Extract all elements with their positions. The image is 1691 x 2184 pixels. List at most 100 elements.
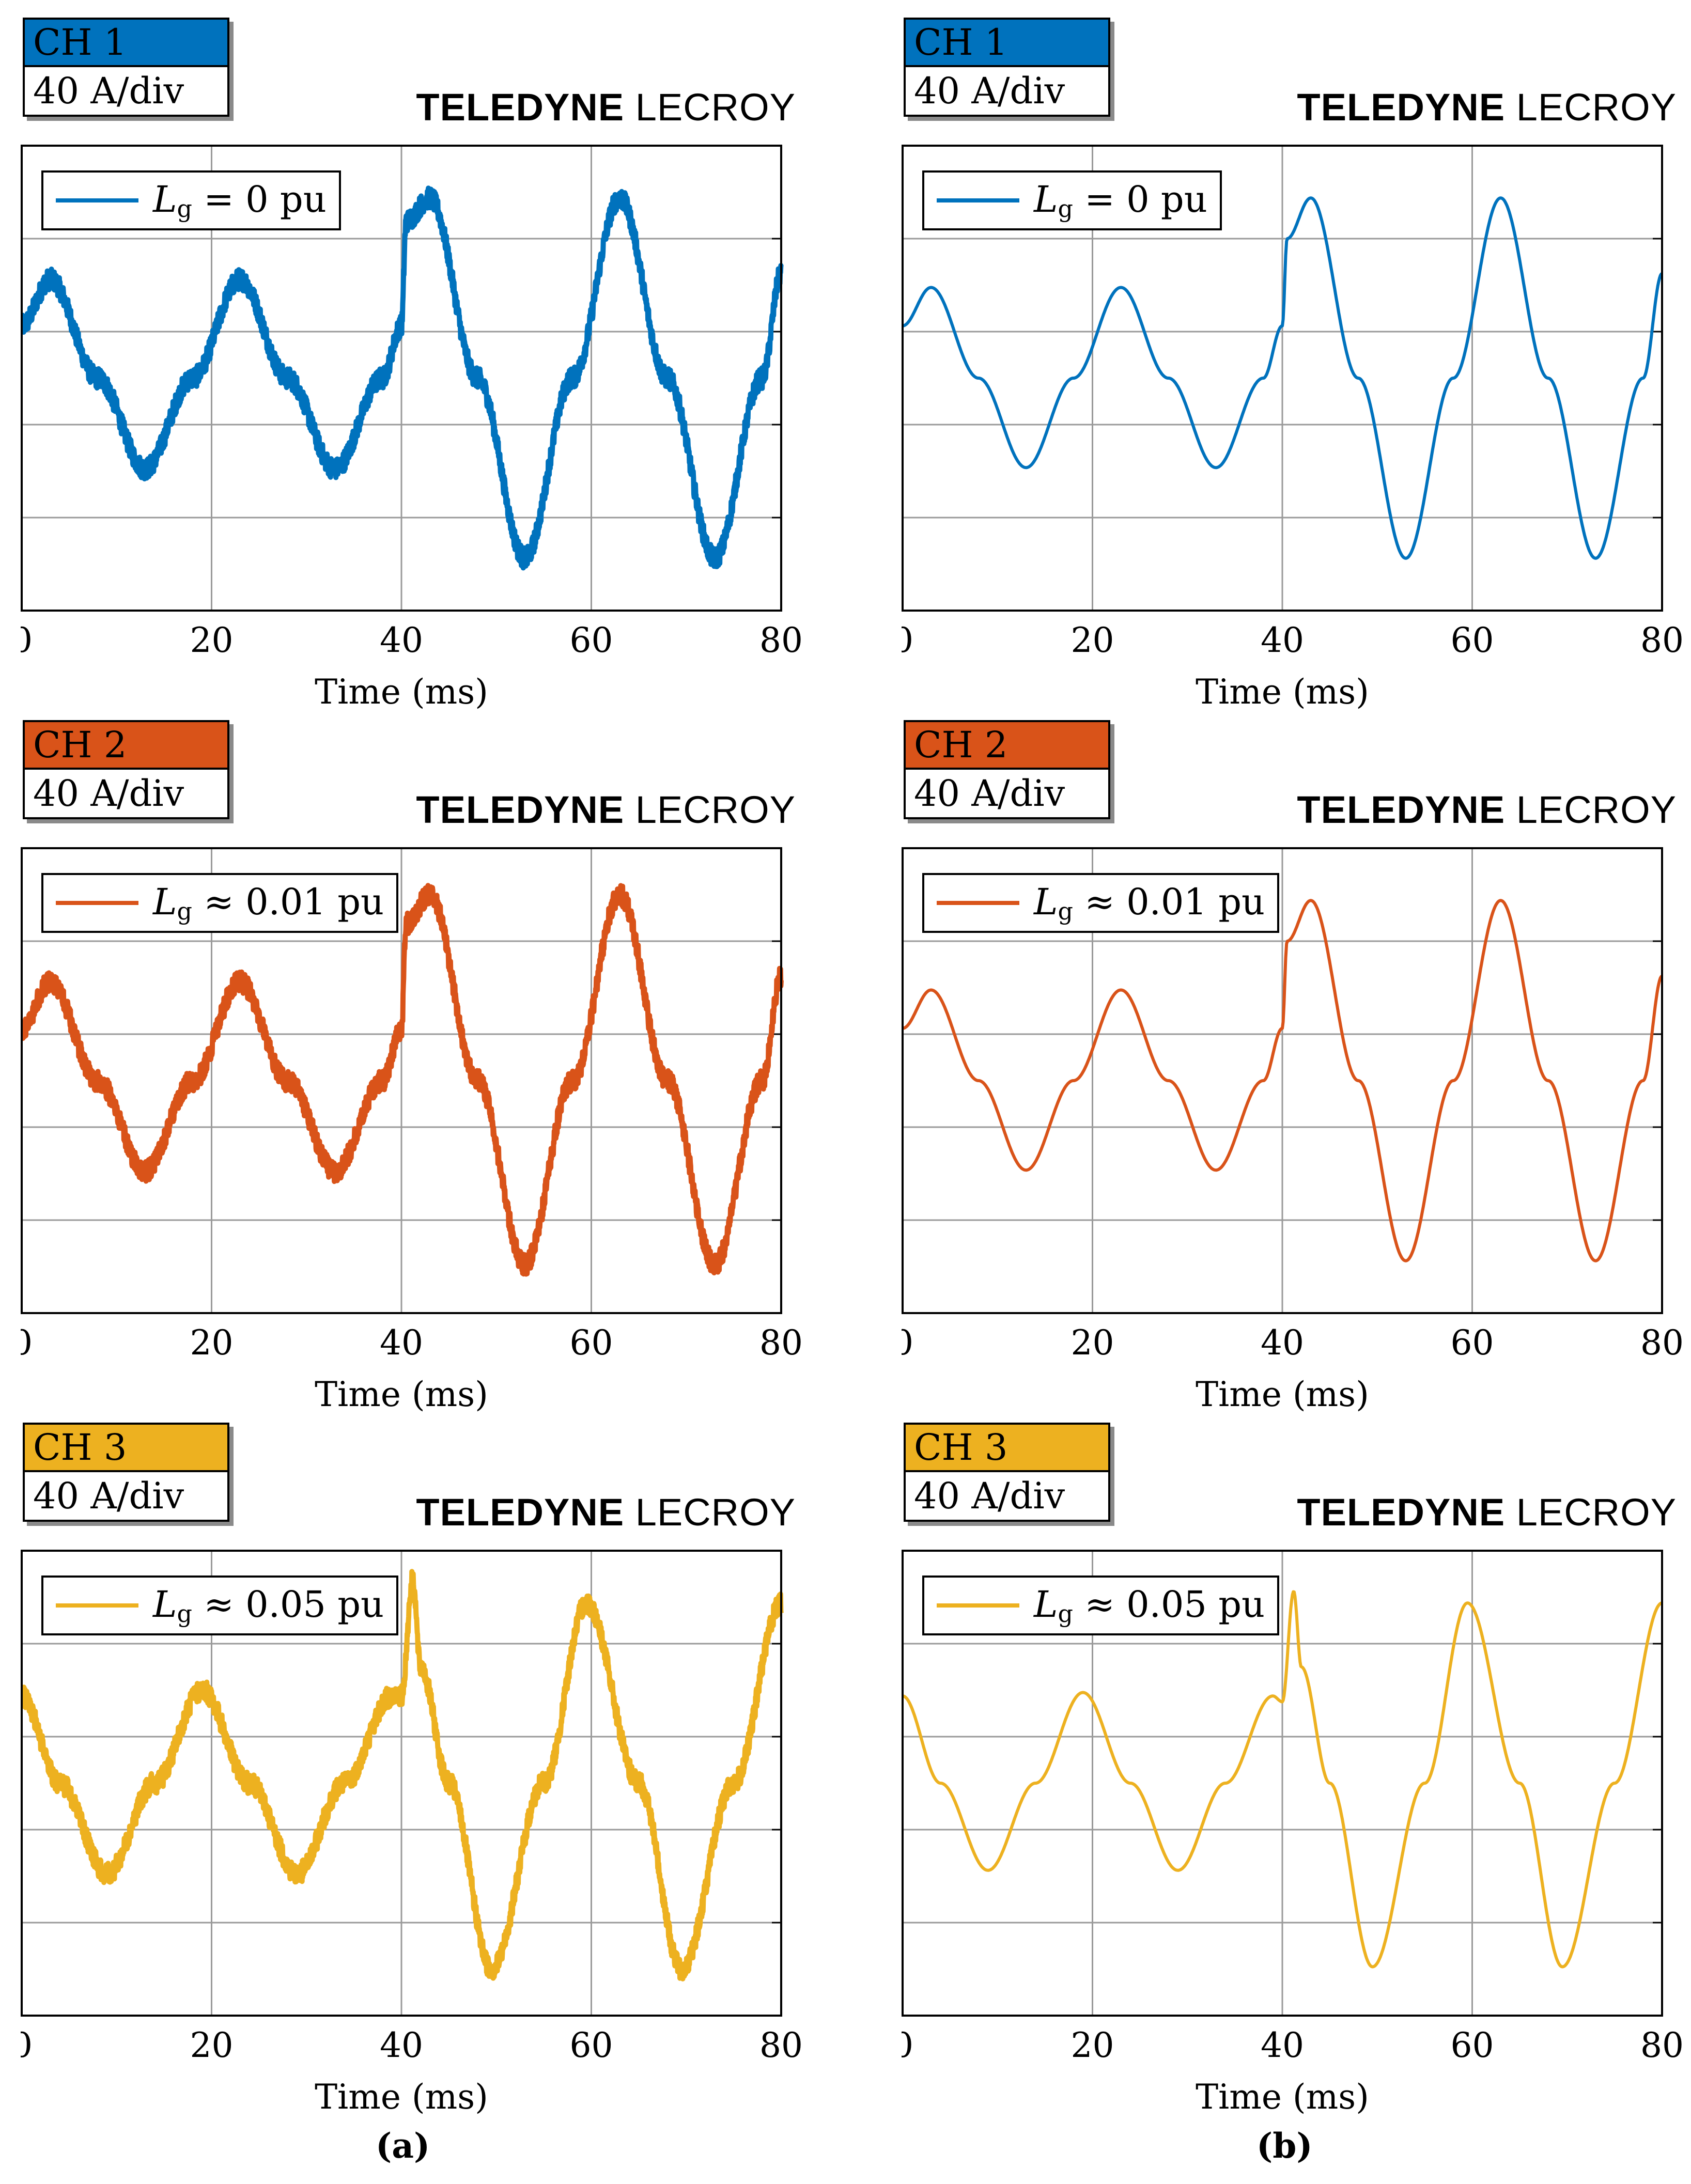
x-axis-label: Time (ms) xyxy=(315,1375,488,1414)
plot-frame xyxy=(902,1550,1663,2017)
legend-label: Lg = 0 pu xyxy=(153,178,327,223)
brand-logo: TELEDYNE LECROY xyxy=(416,85,796,129)
brand-logo: TELEDYNE LECROY xyxy=(416,1490,796,1534)
legend-subscript: g xyxy=(177,897,192,925)
plot-frame xyxy=(21,847,782,1314)
legend-swatch xyxy=(937,1603,1019,1608)
channel-scale: 40 A/div xyxy=(914,70,1065,112)
legend: Lg ≈ 0.01 pu xyxy=(41,873,399,933)
legend-relation: = 0 pu xyxy=(1084,178,1207,221)
brand-name-bold: TELEDYNE xyxy=(416,788,625,831)
x-tick-label: 80 xyxy=(1640,620,1684,660)
legend-relation: ≈ 0.05 pu xyxy=(1084,1583,1265,1626)
x-axis-label: Time (ms) xyxy=(1196,2077,1369,2117)
legend-swatch xyxy=(56,198,138,202)
waveform-line xyxy=(902,196,1663,560)
plot-frame xyxy=(902,145,1663,612)
legend-swatch xyxy=(937,901,1019,905)
x-tick-label: 0 xyxy=(21,2025,33,2065)
x-tick-label: 80 xyxy=(759,2025,803,2065)
legend-label: Lg ≈ 0.05 pu xyxy=(1034,1583,1265,1628)
channel-badge: CH 2 40 A/div xyxy=(23,720,229,819)
legend-symbol: L xyxy=(1034,178,1058,221)
x-tick-label: 0 xyxy=(902,2025,913,2065)
legend-symbol: L xyxy=(153,881,177,923)
x-tick-label: 80 xyxy=(759,620,803,660)
legend: Lg = 0 pu xyxy=(41,170,341,230)
oscilloscope-plot: 0 20 40 60 80 Time (ms) xyxy=(21,1550,803,2117)
legend: Lg ≈ 0.05 pu xyxy=(41,1575,399,1635)
x-tick-label: 20 xyxy=(190,1323,234,1363)
legend-relation: = 0 pu xyxy=(204,178,327,221)
x-tick-label: 20 xyxy=(190,620,234,660)
brand-name-light: LECROY xyxy=(635,86,796,129)
waveform-line xyxy=(21,185,784,571)
x-axis-label: Time (ms) xyxy=(315,2077,488,2117)
channel-scale: 40 A/div xyxy=(33,1475,184,1517)
x-tick-label: 0 xyxy=(902,1323,913,1363)
x-tick-label: 80 xyxy=(1640,1323,1684,1363)
oscilloscope-plot: 0 20 40 60 80 Time (ms) xyxy=(21,145,803,712)
oscilloscope-plot: 0 20 40 60 80 Time (ms) xyxy=(902,1550,1684,2117)
waveform-line xyxy=(902,1590,1663,1969)
x-tick-labels: 0 20 40 60 80 xyxy=(21,1323,803,1363)
panel-a-ch1: CH 1 40 A/div TELEDYNE LECROY 0 20 40 60 80 Time… xyxy=(21,15,847,718)
panel-b-ch3: CH 3 40 A/div TELEDYNE LECROY 0 20 40 60 80 Time… xyxy=(902,1421,1691,2123)
x-tick-label: 60 xyxy=(570,1323,613,1363)
grid xyxy=(903,848,1662,1313)
channel-badge: CH 3 40 A/div xyxy=(23,1423,229,1522)
x-tick-label: 60 xyxy=(1451,620,1494,660)
channel-badge: CH 3 40 A/div xyxy=(904,1423,1110,1522)
brand-logo: TELEDYNE LECROY xyxy=(1297,788,1677,832)
brand-logo: TELEDYNE LECROY xyxy=(1297,1490,1677,1534)
legend-relation: ≈ 0.01 pu xyxy=(204,881,384,923)
channel-scale: 40 A/div xyxy=(914,772,1065,815)
legend-symbol: L xyxy=(153,1583,177,1626)
x-tick-label: 60 xyxy=(570,2025,613,2065)
caption-a: (a) xyxy=(376,2126,430,2166)
x-tick-label: 40 xyxy=(1261,1323,1304,1363)
x-tick-label: 60 xyxy=(1451,1323,1494,1363)
legend: Lg = 0 pu xyxy=(922,170,1222,230)
legend-relation: ≈ 0.05 pu xyxy=(204,1583,384,1626)
channel-name: CH 1 xyxy=(25,20,227,67)
legend-swatch xyxy=(937,198,1019,202)
legend-swatch xyxy=(56,901,138,905)
plot-frame xyxy=(21,145,782,612)
x-axis-label: Time (ms) xyxy=(1196,672,1369,712)
legend-label: Lg ≈ 0.05 pu xyxy=(153,1583,384,1628)
oscilloscope-plot: 0 20 40 60 80 Time (ms) xyxy=(902,847,1684,1414)
legend-label: Lg ≈ 0.01 pu xyxy=(153,881,384,925)
x-tick-label: 40 xyxy=(380,620,423,660)
channel-badge: CH 2 40 A/div xyxy=(904,720,1110,819)
legend-symbol: L xyxy=(1034,1583,1058,1626)
x-tick-label: 40 xyxy=(380,2025,423,2065)
x-tick-label: 40 xyxy=(1261,2025,1304,2065)
channel-name: CH 1 xyxy=(906,20,1108,67)
legend-symbol: L xyxy=(1034,881,1058,923)
x-tick-label: 40 xyxy=(380,1323,423,1363)
legend: Lg ≈ 0.05 pu xyxy=(922,1575,1280,1635)
channel-badge: CH 1 40 A/div xyxy=(904,18,1110,117)
channel-name: CH 3 xyxy=(25,1425,227,1472)
x-tick-label: 20 xyxy=(1071,1323,1114,1363)
legend-subscript: g xyxy=(1058,195,1073,223)
caption-b: (b) xyxy=(1256,2126,1313,2166)
brand-name-bold: TELEDYNE xyxy=(416,1491,625,1534)
channel-name: CH 2 xyxy=(906,722,1108,770)
brand-name-light: LECROY xyxy=(635,788,796,831)
x-tick-label: 0 xyxy=(21,1323,33,1363)
brand-logo: TELEDYNE LECROY xyxy=(1297,85,1677,129)
legend-label: Lg ≈ 0.01 pu xyxy=(1034,881,1265,925)
brand-name-light: LECROY xyxy=(1516,1491,1677,1534)
channel-name: CH 3 xyxy=(906,1425,1108,1472)
brand-name-bold: TELEDYNE xyxy=(1297,788,1506,831)
x-tick-label: 0 xyxy=(21,620,33,660)
x-axis-label: Time (ms) xyxy=(315,672,488,712)
brand-name-light: LECROY xyxy=(635,1491,796,1534)
legend-subscript: g xyxy=(1058,897,1073,925)
oscilloscope-plot: 0 20 40 60 80 Time (ms) xyxy=(21,847,803,1414)
x-tick-label: 80 xyxy=(759,1323,803,1363)
x-tick-label: 40 xyxy=(1261,620,1304,660)
legend-subscript: g xyxy=(177,195,192,223)
